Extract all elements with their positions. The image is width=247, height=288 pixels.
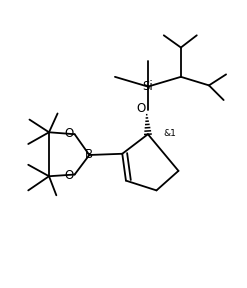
Text: B: B [85, 149, 93, 162]
Text: O: O [64, 169, 74, 182]
Text: &1: &1 [164, 128, 177, 137]
Text: Si: Si [143, 80, 153, 93]
Text: O: O [136, 102, 146, 115]
Text: O: O [64, 126, 74, 139]
